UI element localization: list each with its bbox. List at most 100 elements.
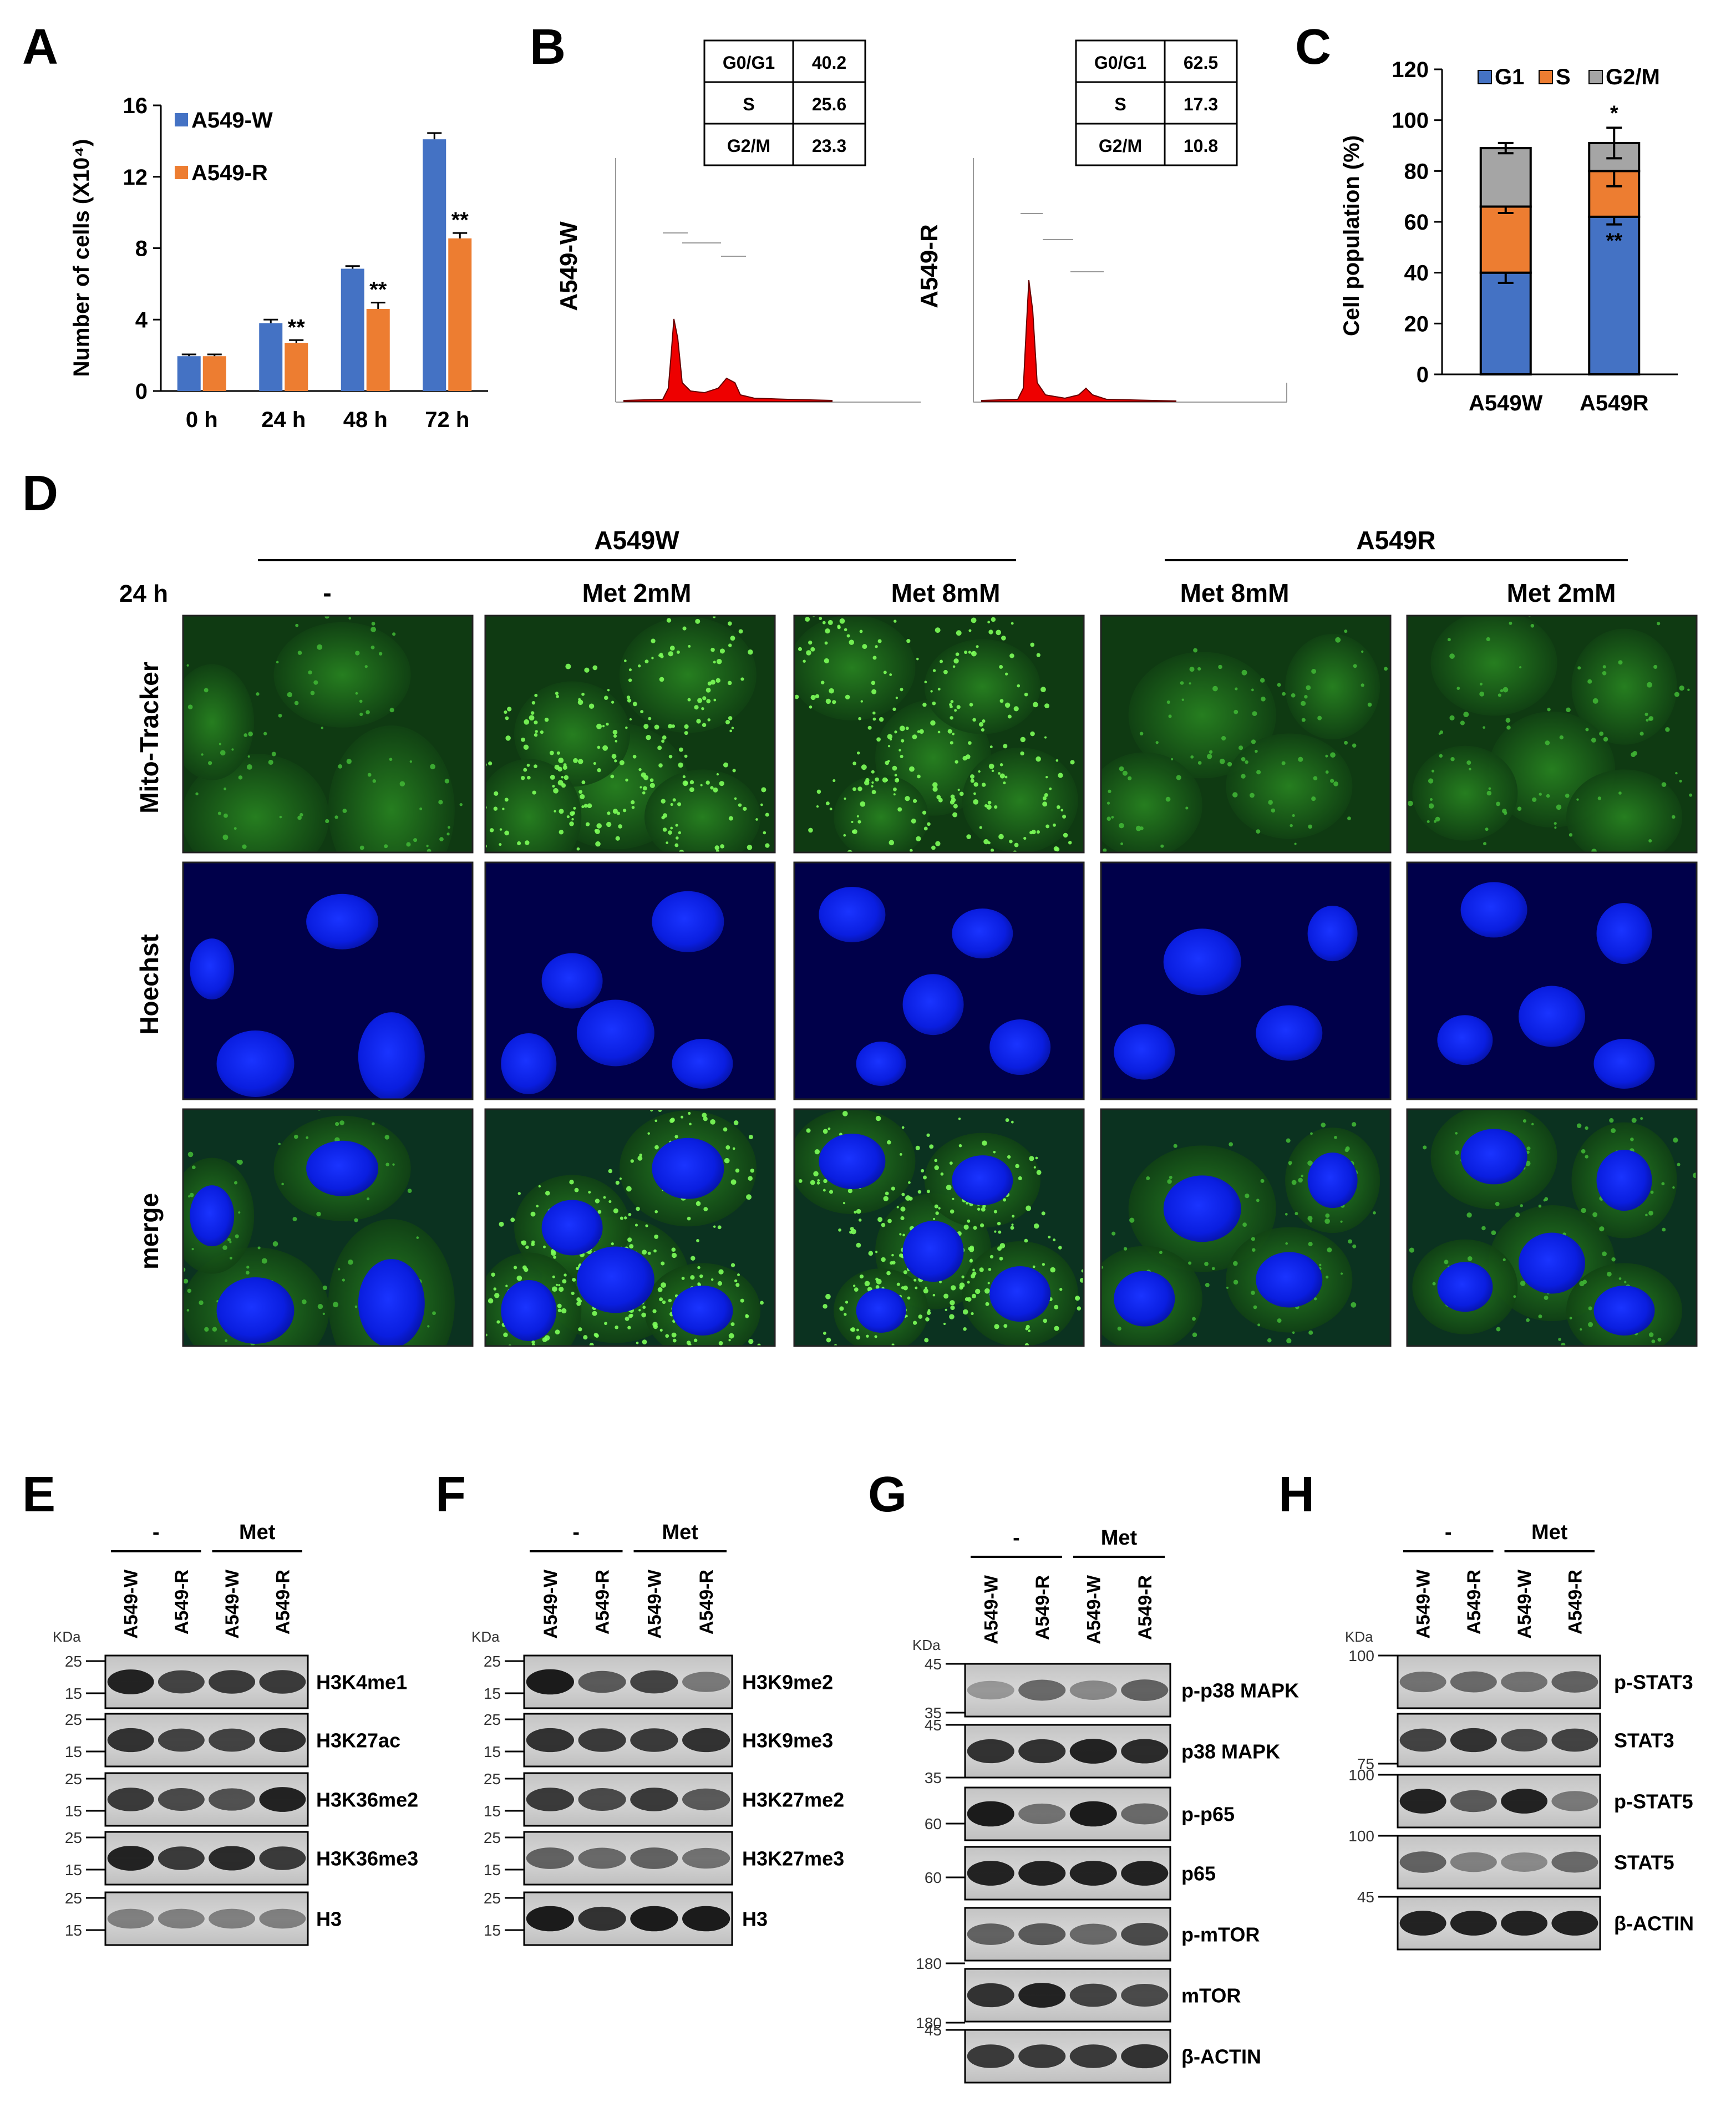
mito-puncta: [860, 700, 863, 703]
row-label-hoechst: Hoechst: [135, 934, 164, 1034]
mito-puncta: [618, 824, 623, 829]
nucleus: [1593, 1285, 1655, 1336]
mito-puncta: [871, 770, 875, 774]
nucleus: [856, 1041, 906, 1086]
y-tick-label: 20: [1404, 312, 1429, 336]
mito-puncta: [642, 1250, 647, 1255]
table-r-value-3: 10.8: [1184, 136, 1218, 156]
mito-puncta: [535, 730, 538, 733]
cytoplasm-signal: [834, 774, 929, 852]
mito-puncta: [829, 1190, 834, 1194]
mito-puncta: [894, 620, 897, 623]
mito-puncta: [561, 776, 564, 779]
nucleus: [1437, 1015, 1493, 1065]
mito-puncta: [946, 1185, 952, 1191]
mito-puncta: [427, 1325, 430, 1328]
treatment-label-none: -: [1013, 1526, 1020, 1550]
mito-puncta: [555, 1329, 560, 1335]
mito-puncta: [569, 821, 574, 826]
protein-band: [578, 1671, 626, 1693]
mito-puncta: [1611, 1257, 1616, 1262]
mito-puncta: [615, 740, 618, 743]
mito-puncta: [933, 1217, 936, 1220]
mito-puncta: [271, 752, 276, 756]
mito-puncta: [1481, 1226, 1486, 1231]
protein-band: [1501, 1911, 1548, 1936]
mito-puncta: [1455, 1132, 1458, 1135]
mito-puncta: [359, 845, 364, 850]
mito-puncta: [1242, 1222, 1247, 1227]
mito-puncta: [347, 1101, 352, 1106]
mito-puncta: [378, 652, 383, 656]
mito-puncta: [1251, 1291, 1255, 1295]
mito-puncta: [711, 1380, 714, 1383]
treatment-label-met: Met: [1531, 1521, 1568, 1544]
mito-puncta: [689, 787, 694, 793]
mito-puncta: [950, 1209, 955, 1214]
mito-puncta: [1308, 1242, 1313, 1247]
mito-puncta: [354, 1305, 358, 1308]
mito-puncta: [399, 781, 405, 787]
mito-puncta: [268, 759, 273, 765]
nucleus: [358, 1012, 425, 1099]
mito-puncta: [1176, 775, 1181, 780]
panel-letter-h: H: [1278, 1467, 1314, 1522]
bar-series: ******: [177, 132, 472, 391]
nucleus: [1460, 882, 1527, 938]
mito-puncta: [1192, 1317, 1196, 1321]
mito-puncta: [649, 778, 654, 783]
mito-puncta: [534, 720, 538, 725]
mito-puncta: [823, 1129, 828, 1134]
mito-puncta: [958, 1144, 962, 1148]
legend-label: A549-R: [191, 161, 268, 185]
mito-puncta: [355, 692, 358, 695]
nucleus: [541, 1200, 603, 1256]
mito-puncta: [207, 761, 212, 765]
protein-band: [158, 1788, 205, 1811]
mito-puncta: [765, 843, 770, 848]
mito-puncta: [1286, 1338, 1292, 1344]
mito-puncta: [1003, 1198, 1007, 1202]
mito-puncta: [385, 1162, 390, 1167]
mito-puncta: [823, 1332, 826, 1335]
mito-puncta: [825, 698, 831, 704]
mito-puncta: [1340, 1220, 1343, 1223]
protein-band: [1121, 2044, 1169, 2069]
mito-puncta: [1565, 793, 1570, 798]
mito-puncta: [934, 1204, 938, 1209]
protein-band: [107, 1846, 154, 1871]
mito-puncta: [979, 826, 982, 829]
protein-band: [1501, 1789, 1548, 1814]
mito-puncta: [1689, 793, 1693, 797]
mito-puncta: [1430, 798, 1433, 801]
cytoplasm-signal: [794, 616, 916, 720]
protein-band: [578, 1906, 626, 1931]
mito-puncta: [571, 818, 574, 821]
mito-puncta: [1044, 736, 1047, 739]
mito-puncta: [881, 1257, 886, 1262]
mito-puncta: [760, 1301, 764, 1305]
marker-label: 35: [925, 1769, 942, 1786]
protein-band: [209, 1670, 256, 1694]
mito-puncta: [798, 1179, 803, 1183]
mito-puncta: [1673, 1138, 1678, 1143]
mito-puncta: [1260, 1179, 1265, 1183]
mito-puncta: [901, 1286, 905, 1289]
mito-puncta: [1582, 1280, 1587, 1284]
nucleus: [1163, 1175, 1241, 1242]
table-r-phase-3: G2/M: [1099, 136, 1142, 156]
mito-puncta: [558, 1284, 561, 1287]
mito-puncta: [971, 1273, 976, 1279]
mito-puncta: [1520, 1204, 1524, 1207]
mito-puncta: [1306, 685, 1311, 690]
mito-puncta: [631, 806, 635, 809]
mito-puncta: [949, 1161, 953, 1165]
legend-label: S: [1556, 65, 1571, 89]
mito-puncta: [571, 811, 576, 815]
mito-puncta: [678, 762, 683, 768]
mito-puncta: [979, 1223, 984, 1228]
mito-puncta: [577, 699, 583, 705]
mito-puncta: [1053, 846, 1059, 851]
protein-band: [1069, 1739, 1117, 1764]
mito-puncta: [881, 1222, 886, 1227]
